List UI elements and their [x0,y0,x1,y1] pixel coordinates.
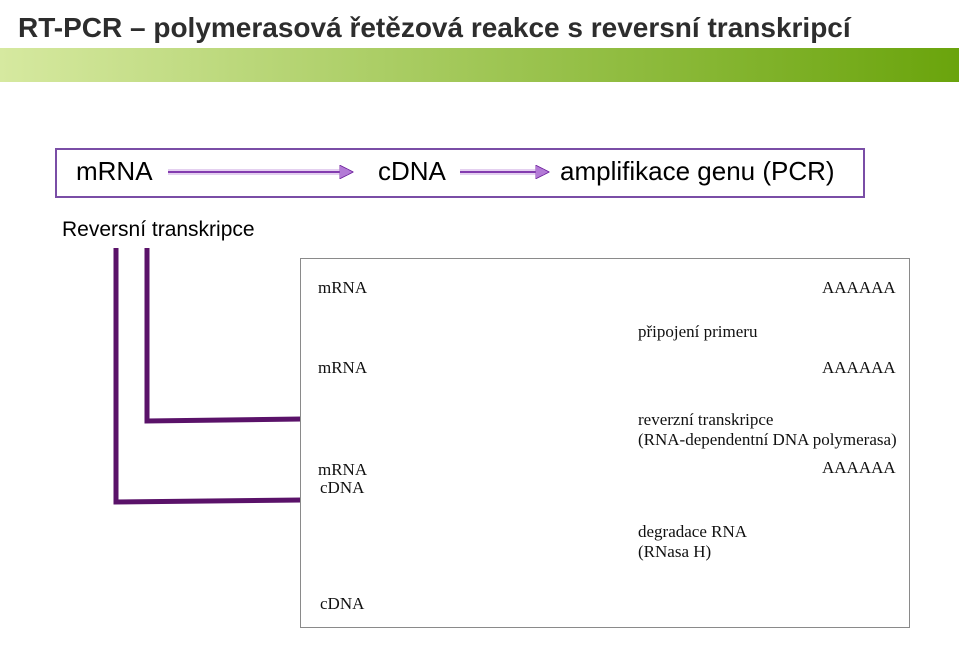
callout-outer [116,248,302,502]
diagram-label-cDNA4: cDNA [320,594,364,614]
page-title: RT-PCR – polymerasová řetězová reakce s … [18,12,851,44]
diagram-label-step2a: reverzní transkripce [638,410,773,430]
diagram-label-step2b: (RNA-dependentní DNA polymerasa) [638,430,897,450]
flow-label-cdna: cDNA [378,156,446,187]
diagram-label-mRNA3: mRNA [318,460,367,480]
diagram-label-mRNA2: mRNA [318,358,367,378]
diagram-label-polyA1: AAAAAA [822,278,896,298]
diagram-label-polyA3: AAAAAA [822,458,896,478]
flow-label-mrna: mRNA [76,156,153,187]
slide: RT-PCR – polymerasová řetězová reakce s … [0,0,959,655]
flow-label-amp: amplifikace genu (PCR) [560,156,835,187]
diagram-label-mRNA1: mRNA [318,278,367,298]
diagram-label-polyA2: AAAAAA [822,358,896,378]
subtitle-reverse-transcription: Reversní transkripce [62,218,255,242]
callout-inner [147,248,302,421]
diagram-label-step3b: (RNasa H) [638,542,711,562]
diagram-label-step1: připojení primeru [638,322,757,342]
diagram-label-step3a: degradace RNA [638,522,747,542]
diagram-label-cDNA3: cDNA [320,478,364,498]
